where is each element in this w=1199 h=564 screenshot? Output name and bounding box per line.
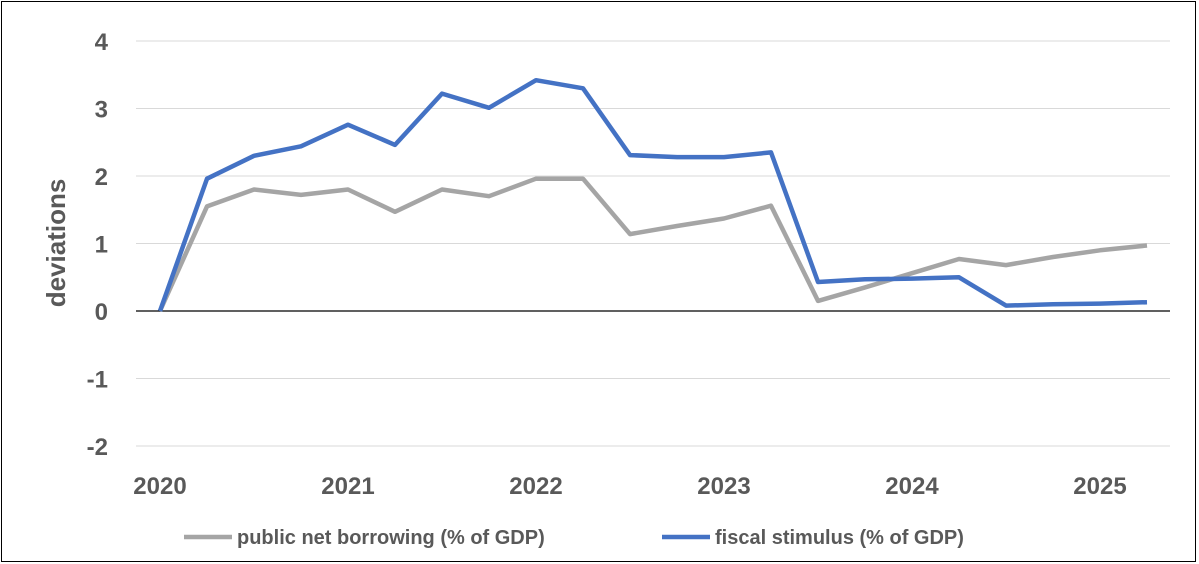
series-lines (157, 77, 1148, 312)
x-tick-label: 2023 (697, 473, 750, 500)
x-tick-label: 2020 (133, 473, 186, 500)
legend-label: public net borrowing (% of GDP) (237, 527, 545, 549)
legend: public net borrowing (% of GDP) fiscal st… (184, 527, 964, 549)
y-tick-label: -2 (87, 434, 108, 461)
y-tick-label: 3 (95, 97, 108, 124)
x-tick-labels: 2020 2021 2022 2023 2024 2025 (133, 473, 1126, 500)
y-tick-labels: 4 3 2 1 0 -1 -2 (87, 29, 109, 461)
y-tick-label: 1 (95, 232, 108, 259)
x-tick-label: 2025 (1073, 473, 1126, 500)
series-line-2 (157, 77, 1148, 312)
y-tick-label: 0 (95, 299, 108, 326)
y-axis-label: deviations (41, 179, 71, 308)
y-tick-label: -1 (87, 367, 108, 394)
gridlines (136, 40, 1170, 447)
y-tick-label: 2 (95, 164, 108, 191)
series-line-1 (157, 176, 1148, 312)
x-tick-label: 2022 (509, 473, 562, 500)
x-tick-label: 2024 (885, 473, 939, 500)
y-tick-label: 4 (95, 29, 109, 56)
legend-label: fiscal stimulus (% of GDP) (715, 527, 964, 549)
x-tick-label: 2021 (321, 473, 374, 500)
